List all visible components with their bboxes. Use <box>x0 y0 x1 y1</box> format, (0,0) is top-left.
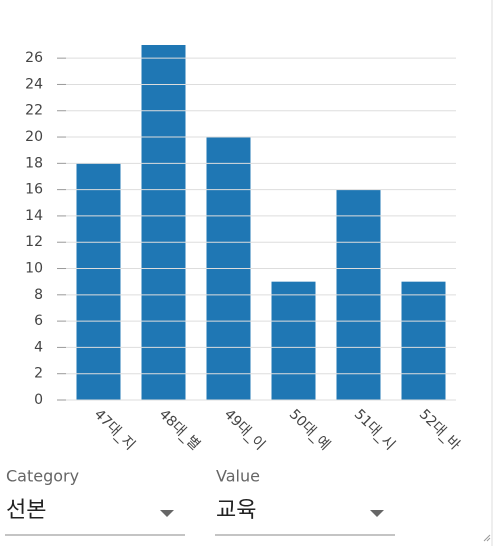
bar <box>271 281 316 400</box>
y-tick-label: 16 <box>25 182 43 198</box>
y-tick-label: 22 <box>25 103 43 119</box>
bar <box>401 281 446 400</box>
x-tick-label: 47대_지 <box>91 406 138 453</box>
x-tick-label: 51대_시 <box>351 406 398 453</box>
y-tick-label: 26 <box>25 50 43 66</box>
dropdown-arrow[interactable] <box>370 510 384 517</box>
y-tick-label: 2 <box>34 366 43 382</box>
y-tick-label: 24 <box>25 76 43 92</box>
y-tick-label: 20 <box>25 129 43 145</box>
x-tick-label: 49대_이 <box>221 406 268 453</box>
y-tick-label: 0 <box>34 392 43 408</box>
y-tick-label: 8 <box>34 287 43 303</box>
y-tick-label: 6 <box>34 313 43 329</box>
resize-grip <box>483 534 491 542</box>
x-tick-label: 48대_별 <box>156 406 203 453</box>
y-tick-label: 4 <box>34 339 43 355</box>
x-tick-label: 52대_바 <box>416 406 463 453</box>
bar <box>141 45 186 400</box>
y-tick-label: 14 <box>25 208 43 224</box>
category-dropdown[interactable]: Category 선본 <box>5 467 185 536</box>
y-tick-label: 10 <box>25 261 43 277</box>
dropdown-value[interactable]: 교육 <box>216 498 256 523</box>
y-tick-label: 12 <box>25 234 43 250</box>
value-dropdown[interactable]: Value 교육 <box>215 467 395 536</box>
x-labels: 47대_지 48대_별 49대_이 50대_예 51대_시 52대_바 <box>91 406 463 453</box>
bar <box>76 163 121 400</box>
dropdown-label: Category <box>6 467 79 486</box>
x-tick-label: 50대_예 <box>286 406 333 453</box>
dropdown-value[interactable]: 선본 <box>6 498 46 523</box>
dropdown-label: Value <box>216 467 260 486</box>
dropdown-arrow[interactable] <box>160 510 174 517</box>
y-tick-label: 18 <box>25 155 43 171</box>
